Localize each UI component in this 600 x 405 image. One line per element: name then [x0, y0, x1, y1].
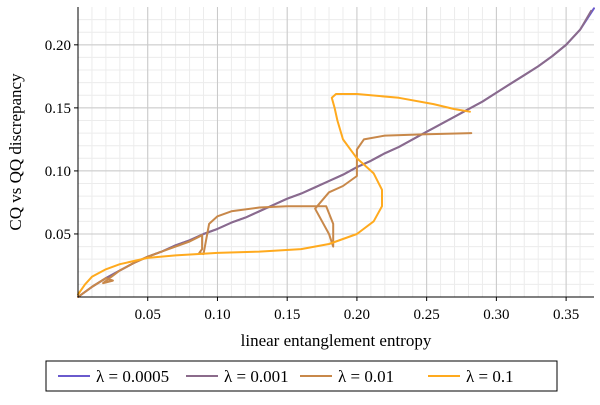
series-lines	[77, 7, 595, 298]
legend-label-3: λ = 0.01	[338, 367, 394, 386]
x-tick-label: 0.30	[483, 307, 509, 323]
y-axis-label: CQ vs QQ discrepancy	[6, 73, 25, 231]
tick-labels: 0.05 0.10 0.15 0.20 0.25 0.30 0.35 0.05 0.10 0.15…	[45, 38, 579, 323]
x-tick-label: 0.25	[414, 307, 440, 323]
legend-label-4: λ = 0.1	[466, 367, 514, 386]
x-tick-label: 0.35	[553, 307, 579, 323]
legend: λ = 0.0005 λ = 0.001 λ = 0.01 λ = 0.1	[45, 360, 558, 392]
series-line-4	[77, 93, 471, 296]
x-tick-label: 0.20	[344, 307, 370, 323]
y-tick-label: 0.05	[45, 227, 71, 243]
legend-label-1: λ = 0.0005	[96, 367, 169, 386]
major-grid	[78, 7, 594, 297]
x-axis-label: linear entanglement entropy	[241, 331, 432, 350]
series-line-3	[77, 132, 473, 298]
x-tick-label: 0.15	[274, 307, 300, 323]
axes	[77, 7, 594, 298]
y-tick-label: 0.10	[45, 164, 71, 180]
x-tick-label: 0.05	[135, 307, 161, 323]
y-tick-label: 0.20	[45, 38, 71, 54]
y-tick-label: 0.15	[45, 101, 71, 117]
x-tick-label: 0.10	[204, 307, 230, 323]
legend-label-2: λ = 0.001	[224, 367, 289, 386]
